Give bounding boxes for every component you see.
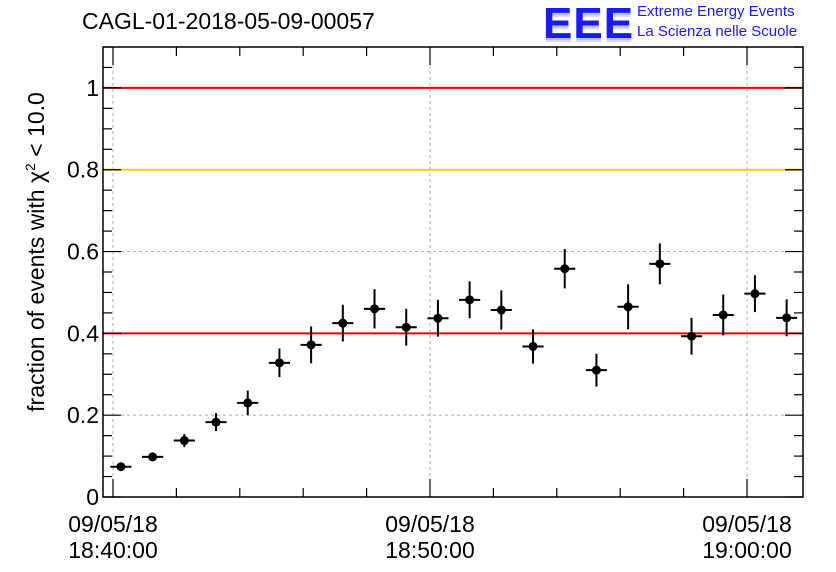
data-point <box>148 452 158 462</box>
data-point <box>718 310 728 320</box>
y-tick-label: 0.2 <box>67 402 99 428</box>
x-tick-label-date: 09/05/18 <box>68 511 158 537</box>
data-point <box>528 341 538 351</box>
data-point <box>401 322 411 332</box>
data-point <box>116 462 126 472</box>
data-point <box>433 313 443 323</box>
data-series <box>110 243 798 472</box>
y-tick-label: 0.8 <box>67 157 99 183</box>
x-tick-label-date: 09/05/18 <box>385 511 475 537</box>
data-point <box>591 365 601 375</box>
data-point <box>211 417 221 427</box>
data-point <box>496 305 506 315</box>
x-tick-label-time: 19:00:00 <box>702 537 792 563</box>
data-point <box>687 331 697 341</box>
x-tick-label-time: 18:50:00 <box>385 537 475 563</box>
eee-logo: EEE Extreme Energy Events La Scienza nel… <box>543 2 833 46</box>
data-point <box>243 398 253 408</box>
chart-title: CAGL-01-2018-05-09-00057 <box>82 8 375 34</box>
data-point <box>750 289 760 299</box>
data-point <box>338 318 348 328</box>
x-tick-label-time: 18:40:00 <box>68 537 158 563</box>
y-tick-label: 0.4 <box>67 320 99 346</box>
data-point <box>306 340 316 350</box>
data-point <box>560 264 570 274</box>
x-tick-label-date: 09/05/18 <box>702 511 792 537</box>
logo-line-2: La Scienza nelle Scuole <box>637 23 798 40</box>
logo-line-1: Extreme Energy Events <box>637 3 795 20</box>
data-point <box>655 259 665 269</box>
y-tick-label: 1 <box>86 75 99 101</box>
data-point <box>179 436 189 446</box>
y-tick-label: 0.6 <box>67 239 99 265</box>
data-point <box>782 313 792 323</box>
plot-area <box>103 47 803 497</box>
data-point <box>623 302 633 312</box>
y-tick-label: 0 <box>86 484 99 510</box>
eee-logo-mark: EEE <box>543 0 635 48</box>
data-point <box>370 304 380 314</box>
data-point <box>274 358 284 368</box>
data-point <box>465 295 475 305</box>
